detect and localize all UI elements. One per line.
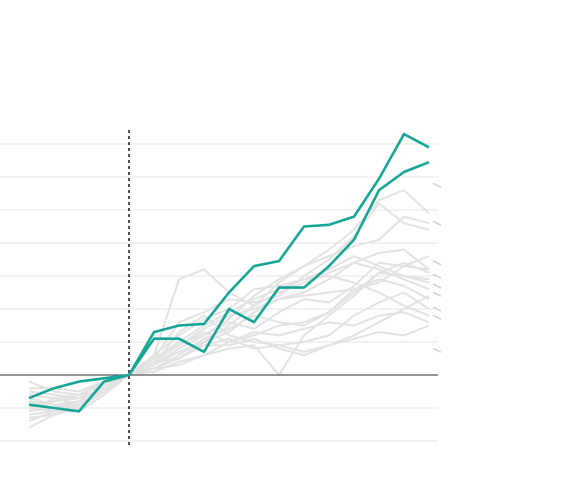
background-series-group [28,189,430,429]
highlight-series-group [28,132,430,413]
series-end-mark [432,306,442,312]
highlight-series-line [28,160,430,413]
series-end-mark [432,220,442,226]
background-series-line [28,311,430,416]
background-series-line [28,324,430,423]
background-series-line [29,202,430,393]
axes [0,130,438,448]
series-end-mark [432,291,442,297]
background-series-line [28,294,430,396]
series-end-mark [432,283,442,289]
series-end-mark [432,182,442,188]
series-end-mark [432,260,442,266]
series-end-mark [432,347,442,353]
end-marks-group [432,182,442,353]
background-series-line [28,261,430,413]
series-end-mark [432,273,442,279]
series-end-mark [432,314,442,320]
background-series-line [28,189,430,413]
background-series-line [28,255,430,406]
highlight-series-line [28,132,430,400]
